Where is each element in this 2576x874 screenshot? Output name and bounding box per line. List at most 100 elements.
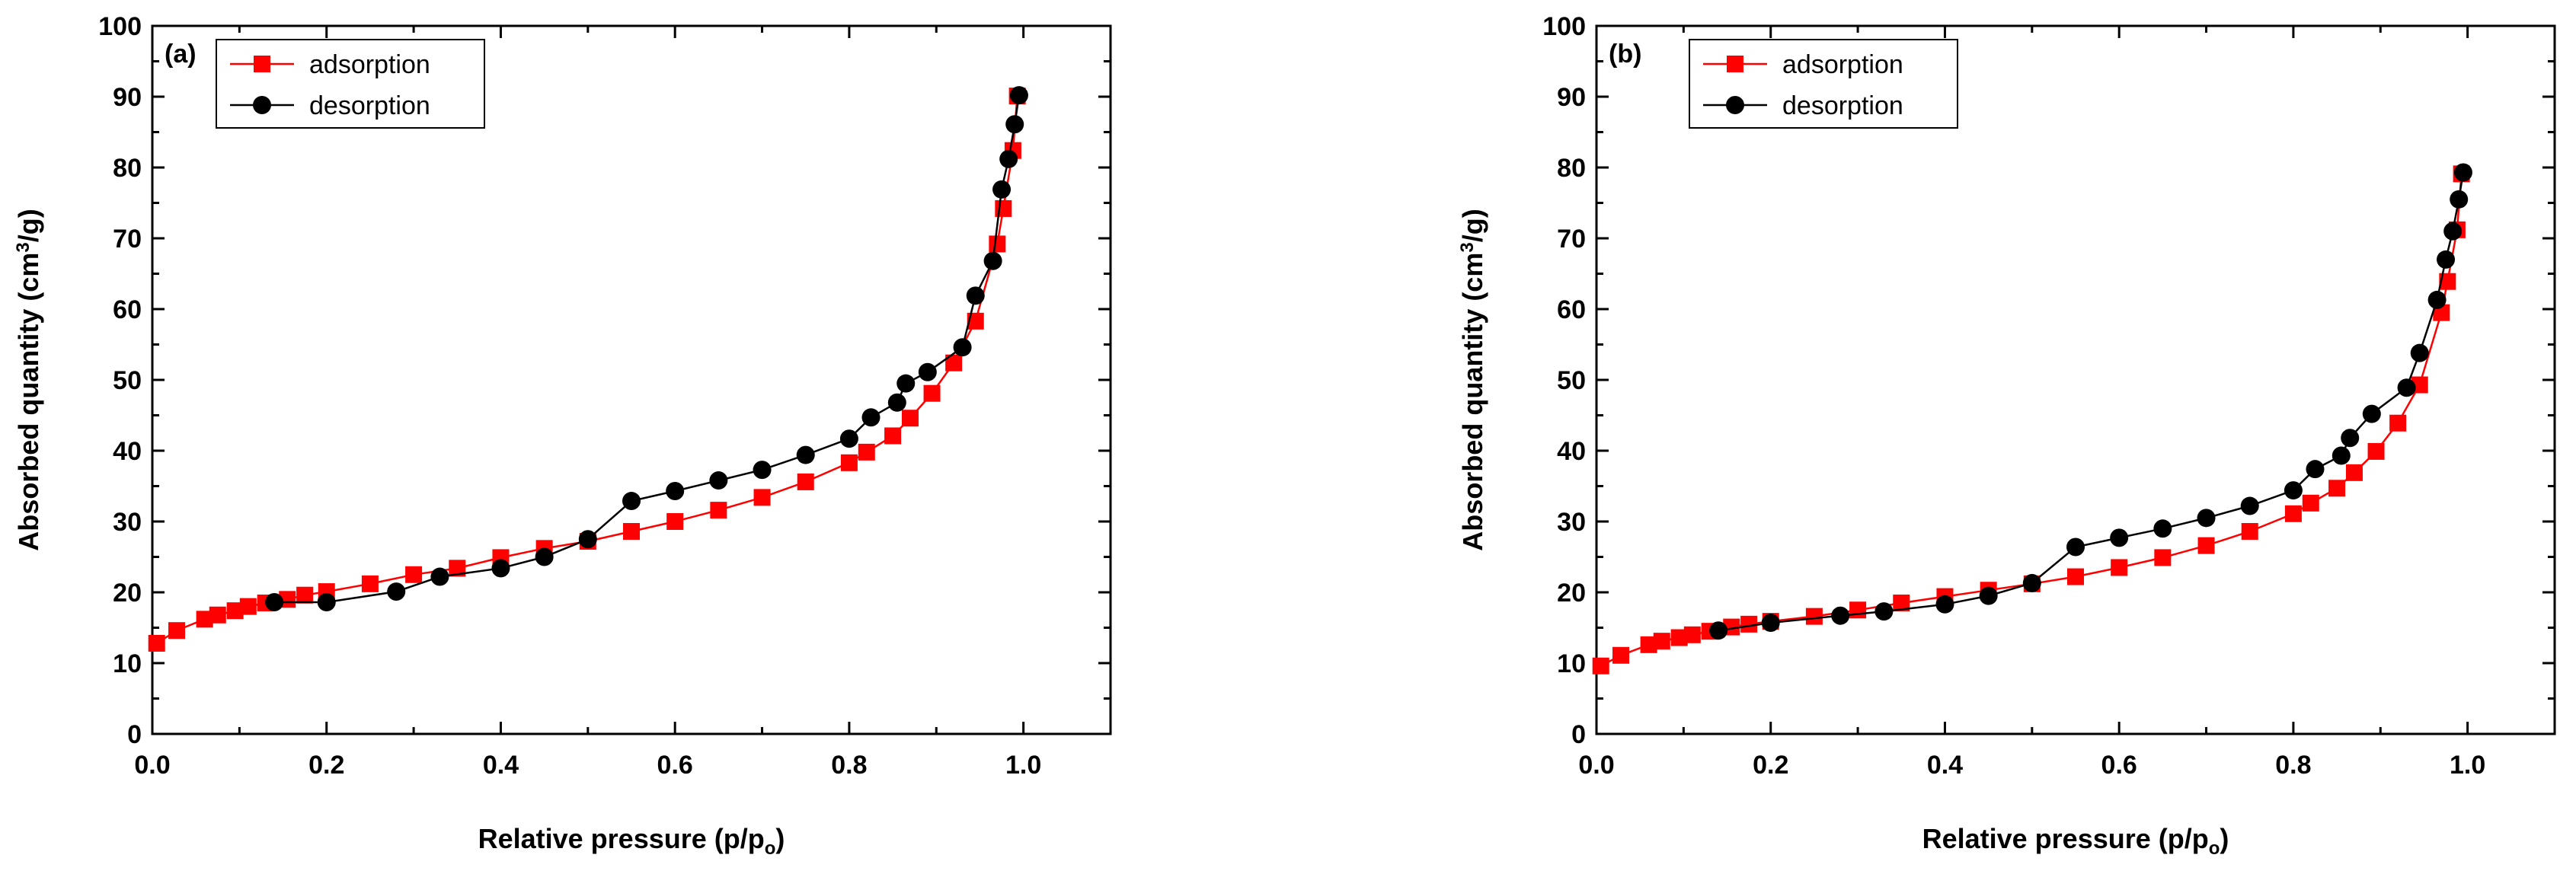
y-tick-label: 0 bbox=[1571, 720, 1586, 749]
adsorption-point bbox=[1805, 608, 1823, 625]
y-tick-label: 70 bbox=[1557, 225, 1586, 254]
adsorption-point bbox=[797, 473, 814, 490]
y-tick-label: 60 bbox=[1557, 295, 1586, 324]
desorption-point bbox=[265, 593, 284, 612]
adsorption-point bbox=[2154, 549, 2172, 566]
y-tick-label: 70 bbox=[113, 225, 142, 254]
y-tick-label: 20 bbox=[113, 579, 142, 608]
adsorption-point bbox=[1592, 657, 1609, 675]
adsorption-line bbox=[156, 96, 1018, 645]
adsorption-point bbox=[1740, 615, 1758, 633]
x-tick-label: 0.8 bbox=[2275, 751, 2311, 780]
desorption-point bbox=[666, 482, 685, 501]
adsorption-point bbox=[967, 312, 984, 330]
adsorption-point bbox=[2389, 414, 2407, 432]
x-axis-title: Relative pressure (p/po) bbox=[1922, 823, 2229, 859]
legend-label-adsorption: adsorption bbox=[1782, 50, 1903, 79]
adsorption-point bbox=[1670, 629, 1688, 646]
y-tick-label: 80 bbox=[113, 154, 142, 183]
desorption-point bbox=[1009, 86, 1028, 105]
desorption-point bbox=[387, 582, 406, 601]
adsorption-point bbox=[226, 602, 244, 620]
y-tick-label: 80 bbox=[1557, 154, 1586, 183]
adsorption-point bbox=[2345, 464, 2363, 481]
legend: adsorption desorption bbox=[216, 39, 485, 129]
desorption-point bbox=[992, 180, 1012, 199]
legend-marker-desorption bbox=[1726, 96, 1744, 114]
desorption-point bbox=[2110, 528, 2129, 547]
y-tick-label: 10 bbox=[1557, 649, 1586, 678]
desorption-point bbox=[317, 593, 336, 612]
x-tick-label: 0.4 bbox=[483, 751, 519, 780]
desorption-point bbox=[2341, 429, 2360, 448]
x-tick-label: 1.0 bbox=[1005, 751, 1041, 780]
adsorption-point bbox=[361, 575, 379, 592]
desorption-point bbox=[622, 492, 641, 511]
legend-label-adsorption: adsorption bbox=[309, 50, 430, 79]
adsorption-point bbox=[449, 560, 466, 577]
chart-panel-b: 0.0 0.2 0.4 0.6 0.8 1.0 0 10 20 30 40 50 60 70 80 90 100… bbox=[1457, 12, 2556, 859]
y-tick-label: 30 bbox=[113, 508, 142, 537]
series-desorption bbox=[265, 86, 1028, 612]
desorption-point bbox=[2397, 378, 2416, 397]
desorption-point bbox=[796, 445, 815, 464]
y-tick-label: 100 bbox=[98, 12, 142, 41]
adsorption-point bbox=[239, 598, 257, 615]
desorption-point bbox=[2153, 519, 2172, 538]
adsorption-point bbox=[148, 634, 165, 652]
adsorption-point bbox=[2367, 442, 2385, 460]
y-tick-label: 30 bbox=[1557, 508, 1586, 537]
desorption-line bbox=[274, 94, 1021, 604]
adsorption-point bbox=[2328, 480, 2346, 497]
adsorption-point bbox=[840, 454, 858, 471]
desorption-point bbox=[2453, 163, 2472, 182]
desorption-point bbox=[2437, 250, 2456, 269]
desorption-point bbox=[753, 461, 772, 480]
adsorption-point bbox=[2067, 568, 2084, 585]
desorption-point bbox=[2197, 509, 2216, 528]
y-tick-label: 90 bbox=[113, 83, 142, 112]
desorption-point bbox=[2306, 460, 2325, 479]
adsorption-point bbox=[1612, 646, 1630, 664]
legend-label-desorption: desorption bbox=[1782, 91, 1903, 120]
y-tick-label: 50 bbox=[1557, 366, 1586, 395]
y-tick-label: 20 bbox=[1557, 579, 1586, 608]
adsorption-point bbox=[666, 513, 684, 530]
desorption-point bbox=[918, 362, 937, 381]
panel-label: (a) bbox=[165, 40, 197, 69]
x-tick-label: 0.2 bbox=[308, 751, 344, 780]
adsorption-point bbox=[209, 606, 226, 624]
desorption-point bbox=[887, 393, 906, 412]
series-adsorption bbox=[1592, 165, 2470, 675]
plot-frame bbox=[151, 24, 1112, 735]
legend-marker-desorption bbox=[253, 96, 271, 114]
x-axis-title: Relative pressure (p/po) bbox=[478, 823, 785, 859]
desorption-point bbox=[430, 567, 449, 586]
y-tick-label: 100 bbox=[1542, 12, 1586, 41]
adsorption-point bbox=[923, 384, 941, 402]
adsorption-point bbox=[1640, 636, 1657, 653]
adsorption-point bbox=[623, 523, 640, 541]
adsorption-point bbox=[2284, 505, 2302, 522]
desorption-point bbox=[1005, 115, 1024, 134]
desorption-point bbox=[1761, 613, 1780, 632]
legend-marker-adsorption bbox=[254, 56, 270, 72]
desorption-point bbox=[1979, 586, 1998, 605]
adsorption-point bbox=[753, 489, 771, 506]
desorption-point bbox=[535, 547, 554, 566]
desorption-point bbox=[2022, 573, 2041, 592]
desorption-point bbox=[1831, 606, 1850, 625]
legend-marker-adsorption bbox=[1727, 56, 1743, 72]
adsorption-point bbox=[884, 427, 902, 445]
desorption-point bbox=[966, 286, 985, 305]
chart-panel-a: 0.0 0.2 0.4 0.6 0.8 1.0 0 10 20 30 40 50 60 70 80 90 100… bbox=[13, 12, 1112, 859]
y-axis-title: Absorbed quantity (cm3/g) bbox=[1457, 209, 1488, 550]
desorption-point bbox=[2284, 481, 2303, 500]
desorption-point bbox=[1935, 595, 1954, 614]
desorption-point bbox=[2362, 404, 2381, 423]
x-tick-label: 1.0 bbox=[2450, 751, 2485, 780]
y-axis-title: Absorbed quantity (cm3/g) bbox=[13, 209, 44, 550]
adsorption-point bbox=[296, 586, 314, 604]
legend: adsorption desorption bbox=[1689, 39, 1958, 129]
adsorption-point bbox=[858, 443, 875, 461]
